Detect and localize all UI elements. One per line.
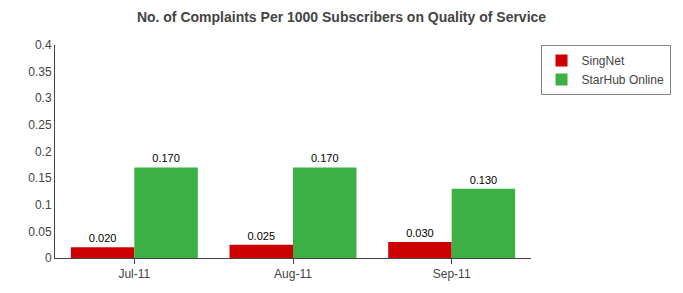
svg-text:0.25: 0.25 — [28, 118, 52, 132]
svg-text:0.020: 0.020 — [89, 232, 117, 244]
svg-text:0.170: 0.170 — [152, 152, 180, 164]
svg-text:StarHub Online: StarHub Online — [582, 73, 664, 87]
svg-text:Aug-11: Aug-11 — [274, 267, 312, 281]
svg-text:0: 0 — [45, 251, 52, 265]
svg-text:0.170: 0.170 — [311, 152, 339, 164]
svg-text:0.1: 0.1 — [35, 198, 52, 212]
svg-text:0.3: 0.3 — [35, 91, 52, 105]
svg-text:0.35: 0.35 — [28, 65, 52, 79]
svg-text:0.4: 0.4 — [35, 38, 52, 52]
svg-text:Sep-11: Sep-11 — [433, 267, 471, 281]
svg-text:0.2: 0.2 — [35, 145, 52, 159]
svg-text:0.030: 0.030 — [406, 227, 434, 239]
svg-text:0.130: 0.130 — [470, 174, 498, 186]
svg-text:0.15: 0.15 — [28, 171, 52, 185]
svg-text:0.05: 0.05 — [28, 225, 52, 239]
svg-text:SingNet: SingNet — [582, 54, 625, 68]
svg-text:No. of Complaints Per 1000 Sub: No. of Complaints Per 1000 Subscribers o… — [137, 9, 546, 25]
svg-text:Jul-11: Jul-11 — [118, 267, 150, 281]
svg-text:0.025: 0.025 — [247, 230, 275, 242]
